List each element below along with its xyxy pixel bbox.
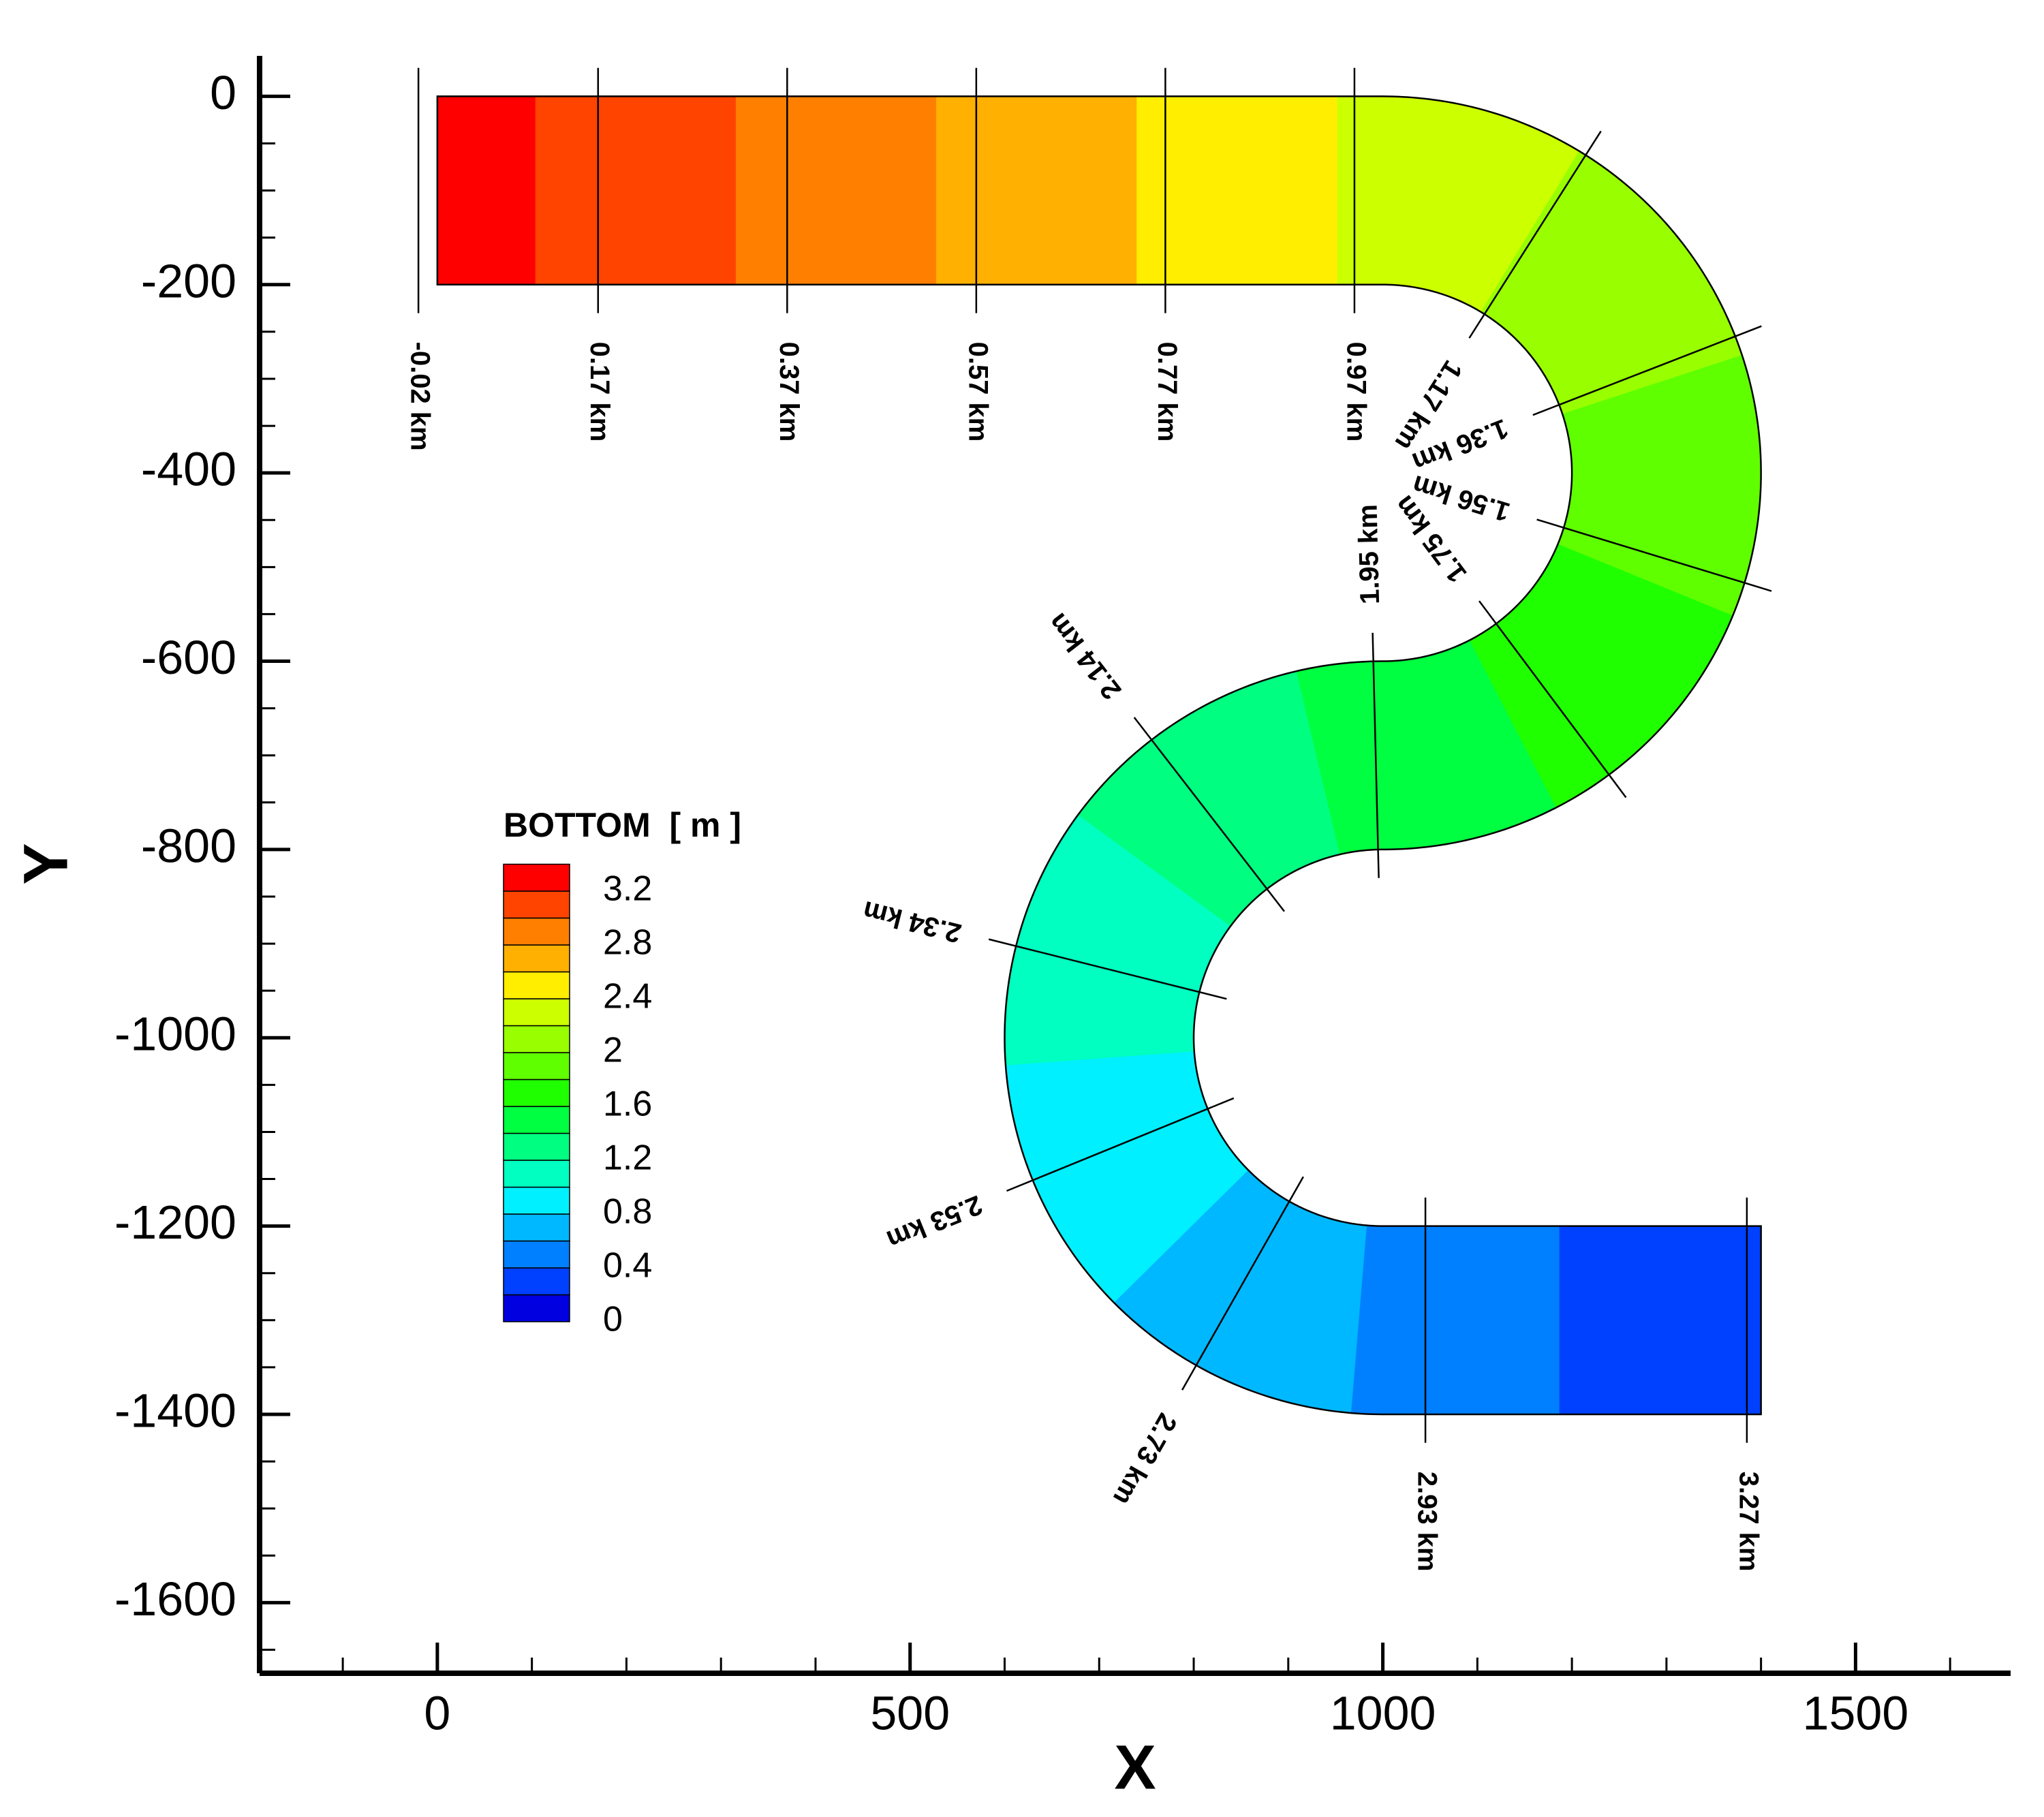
legend-tick-label: 2 [603,1031,623,1070]
legend-tick-label: 0.4 [603,1246,652,1286]
legend-swatch [503,1052,570,1081]
contour-band [1559,1226,1762,1415]
section-label: 0.17 km [585,342,615,442]
section-label: 1.95 km [1352,504,1385,605]
y-tick-label: -800 [141,819,236,872]
y-tick-label: -1000 [114,1008,236,1061]
legend-swatch [503,1160,570,1188]
section-label: 0.77 km [1152,342,1182,442]
legend-swatch [503,1078,570,1107]
x-tick-label: 1500 [1803,1686,1909,1739]
section-line [1532,325,1762,416]
legend-tick-label: 2.4 [603,977,652,1016]
legend-swatch [503,1186,570,1215]
legend-swatch [503,1025,570,1053]
y-tick-label: -200 [141,254,236,307]
section-line [1006,1097,1235,1192]
channel-outline [436,95,1762,1416]
overlay: -0.02 km 0.17 km 0.37 km 0.57 km 0.77 km 0.97… [114,56,2011,1739]
legend-title: BOTTOM [ m ] [504,806,741,844]
y-tick-label: -1200 [114,1196,236,1249]
legend-tick-label: 0.8 [603,1192,652,1232]
section-label: 0.97 km [1341,342,1371,442]
legend-swatch [503,944,570,973]
legend-tick-label: 0 [603,1300,623,1339]
contour-band [1350,1225,1560,1415]
x-tick-label: 500 [870,1686,950,1739]
section-label: 0.37 km [774,342,804,442]
section-label: 2.53 km [882,1190,987,1255]
contour-band [437,95,536,285]
contour-band [735,95,938,285]
contour-fills [437,95,1762,1415]
contour-band [936,95,1138,285]
legend-tick-label: 1.6 [603,1085,652,1124]
y-tick-label: -1400 [114,1384,236,1437]
legend-swatch [503,1106,570,1134]
section-label: 0.57 km [963,342,993,442]
x-tick-label: 0 [424,1686,450,1739]
section-label: -0.02 km [405,342,435,451]
section-line [1181,1176,1304,1391]
legend-swatch [503,1240,570,1269]
y-tick-label: -1600 [114,1572,236,1626]
section-label: 2.34 km [860,895,964,948]
section-line [1468,130,1602,339]
legend-swatch [503,1132,570,1161]
x-tick-label: 1000 [1330,1686,1436,1739]
legend-swatch [503,971,570,999]
legend-swatch [503,890,570,919]
section-label: 2.93 km [1412,1472,1442,1572]
section-label: 3.27 km [1733,1472,1763,1572]
legend-swatch [503,863,570,892]
legend-tick-label: 2.8 [603,923,652,963]
section-line [1133,717,1285,912]
y-tick-label: -600 [141,631,236,684]
section-label: 2.73 km [1107,1408,1183,1510]
legend-swatch [503,998,570,1027]
contour-band [535,95,737,285]
legend-swatch [503,1213,570,1242]
legend-swatch [503,917,570,946]
legend-tick-label: 3.2 [603,869,652,909]
legend-swatch [503,1267,570,1296]
legend-tick-label: 1.2 [603,1138,652,1178]
section-line [1372,632,1380,878]
y-axis-title: Y [11,843,80,884]
section-label: 2.14 km [1042,608,1128,705]
contour-band [1136,95,1338,285]
y-tick-label: -400 [141,443,236,496]
legend-swatch [503,1294,570,1322]
section-line [1536,518,1772,592]
section-line [988,938,1227,1000]
y-tick-label: 0 [210,66,236,119]
section-line [1478,600,1627,798]
x-axis-title: X [1114,1733,1156,1802]
